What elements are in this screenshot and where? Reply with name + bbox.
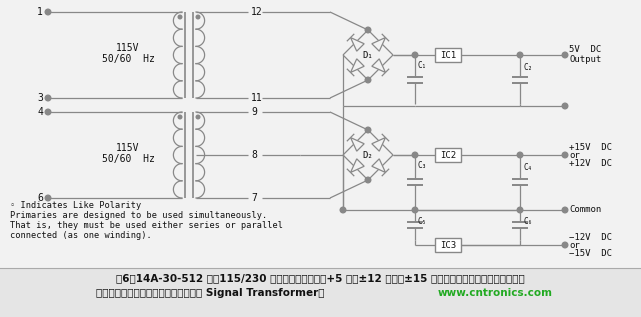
Circle shape (412, 207, 418, 213)
Text: IC2: IC2 (440, 151, 456, 159)
Circle shape (365, 127, 370, 133)
Polygon shape (351, 138, 364, 151)
Circle shape (46, 95, 51, 101)
Text: Output: Output (569, 55, 601, 64)
Circle shape (412, 52, 418, 58)
Circle shape (562, 242, 568, 248)
Bar (0, 268, 641, 317)
Polygon shape (351, 59, 364, 73)
Circle shape (178, 115, 182, 119)
Text: 12: 12 (251, 7, 263, 17)
Text: 图6：14A-30-512 采用115/230 伏输入电压，适用于+5 伏或±12 伏直流±15 伏直流电源，具体取决于用户如何: 图6：14A-30-512 采用115/230 伏输入电压，适用于+5 伏或±1… (115, 273, 524, 283)
Text: 连接初级和次级侧绕组。（图片来源： Signal Transformer）: 连接初级和次级侧绕组。（图片来源： Signal Transformer） (96, 288, 324, 298)
Text: Common: Common (569, 205, 601, 215)
Text: That is, they must be used either series or parallel: That is, they must be used either series… (10, 221, 283, 230)
Polygon shape (372, 138, 385, 151)
Text: C₄: C₄ (523, 163, 532, 171)
Text: ◦ Indicates Like Polarity: ◦ Indicates Like Polarity (10, 200, 141, 210)
Text: www.cntronics.com: www.cntronics.com (438, 288, 553, 298)
Polygon shape (372, 59, 385, 73)
Text: 8: 8 (251, 150, 257, 160)
Circle shape (412, 152, 418, 158)
Polygon shape (351, 37, 364, 51)
Text: 9: 9 (251, 107, 257, 117)
Text: +15V  DC: +15V DC (569, 143, 612, 152)
Circle shape (196, 115, 200, 119)
Bar (435, 238, 461, 252)
Bar (435, 148, 461, 162)
Text: 50/60  Hz: 50/60 Hz (101, 54, 154, 64)
Circle shape (46, 195, 51, 201)
Text: −12V  DC: −12V DC (569, 232, 612, 242)
Circle shape (562, 152, 568, 158)
Text: IC1: IC1 (440, 50, 456, 60)
Text: Primaries are designed to be used simultaneously.: Primaries are designed to be used simult… (10, 210, 267, 219)
Text: +12V  DC: +12V DC (569, 158, 612, 167)
Text: 1: 1 (37, 7, 43, 17)
Circle shape (46, 109, 51, 115)
Circle shape (365, 27, 370, 33)
Text: 50/60  Hz: 50/60 Hz (101, 154, 154, 164)
Circle shape (562, 52, 568, 58)
Text: C₅: C₅ (418, 217, 428, 227)
Circle shape (562, 103, 568, 109)
Circle shape (46, 9, 51, 15)
Text: C₁: C₁ (418, 61, 428, 69)
Text: 5V  DC: 5V DC (569, 46, 601, 55)
Text: C₆: C₆ (523, 217, 532, 227)
Text: IC3: IC3 (440, 241, 456, 249)
Text: 6: 6 (37, 193, 43, 203)
Text: 7: 7 (251, 193, 257, 203)
Circle shape (365, 177, 370, 183)
Text: or: or (569, 151, 579, 159)
Circle shape (340, 207, 345, 213)
Text: 4: 4 (37, 107, 43, 117)
Circle shape (196, 15, 200, 19)
Circle shape (178, 15, 182, 19)
Text: or: or (569, 241, 579, 249)
Text: D₂: D₂ (363, 151, 373, 159)
Text: connected (as one winding).: connected (as one winding). (10, 230, 152, 240)
Polygon shape (351, 159, 364, 172)
Text: D₁: D₁ (363, 50, 373, 60)
Text: 115V: 115V (116, 43, 140, 53)
Text: 11: 11 (251, 93, 263, 103)
Circle shape (517, 52, 523, 58)
Text: 115V: 115V (116, 143, 140, 153)
Polygon shape (372, 159, 385, 172)
Circle shape (517, 152, 523, 158)
Polygon shape (372, 37, 385, 51)
Text: −15V  DC: −15V DC (569, 249, 612, 257)
Text: 3: 3 (37, 93, 43, 103)
Circle shape (365, 77, 370, 83)
Text: C₂: C₂ (523, 62, 532, 72)
Circle shape (562, 207, 568, 213)
Bar (435, 48, 461, 62)
Circle shape (517, 207, 523, 213)
Text: C₃: C₃ (418, 160, 428, 170)
